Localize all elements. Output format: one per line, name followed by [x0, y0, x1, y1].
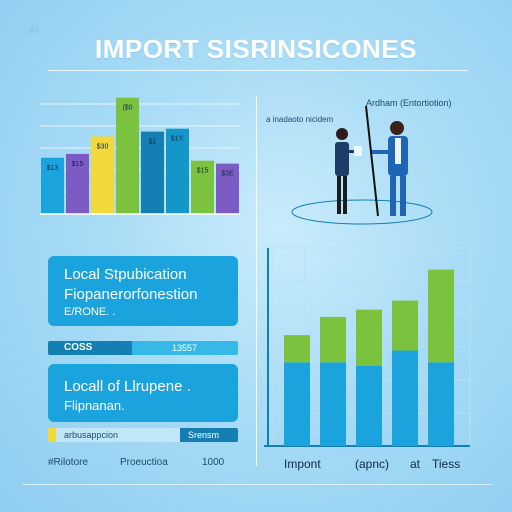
- left-chart-bar-label: $30: [97, 143, 109, 150]
- card1-line3: E/RONE. .: [64, 306, 116, 318]
- right-chart-bar-segment: [356, 366, 382, 446]
- right-chart-bar-segment: [428, 269, 454, 363]
- strip2-label: arbusappcion: [64, 430, 119, 440]
- title-rule: [48, 70, 468, 71]
- card1-line1: Local Stpubication: [64, 266, 187, 283]
- left-chart-bar-label: $3E: [221, 171, 234, 178]
- strip1-label: COSS: [64, 342, 93, 353]
- strip1-value: 13557: [172, 343, 198, 353]
- bottom-divider: [22, 484, 492, 485]
- left-chart-bar: [191, 160, 214, 214]
- left-chart-bar: [66, 153, 89, 214]
- strip1-light: [132, 341, 238, 355]
- left-chart-bar-label: $15: [197, 168, 209, 175]
- person-man: [365, 105, 408, 217]
- right-stacked-bar-chart: [264, 246, 471, 447]
- right-chart-xlabel-4: Tiess: [432, 457, 461, 471]
- card2-line1: Locall of Llrupene .: [64, 378, 191, 395]
- info-card-2: Locall of Llrupene . Flipnanan.: [48, 364, 238, 422]
- left-chart-bar-label: $13: [47, 165, 59, 172]
- right-chart-bar-segment: [320, 316, 346, 363]
- right-chart-bar-segment: [284, 362, 310, 446]
- strip2-light: [56, 428, 180, 442]
- left-chart-bar: [166, 128, 189, 214]
- left-chart-bar-label: $15: [72, 161, 84, 168]
- left-chart-bar: [141, 131, 164, 214]
- left-chart-bar-label: $1Y.: [171, 136, 185, 143]
- floor-ellipse: [291, 199, 433, 225]
- center-divider: [256, 96, 257, 466]
- strip2-yellow: [48, 428, 56, 442]
- right-chart-bar-segment: [392, 350, 418, 446]
- right-chart-xlabel-3: at: [410, 457, 421, 471]
- page-title: IMPORT SISRINSICONES: [94, 34, 418, 64]
- right-chart-xlabel-2: (apnc): [355, 457, 390, 471]
- right-chart-bar-segment: [284, 335, 310, 363]
- left-chart-bar: [41, 157, 64, 214]
- stat-strip-1: COSS 13557: [48, 341, 238, 355]
- ai-badge: AI: [22, 22, 46, 40]
- stat-strip-2: arbusappcion Srensm: [48, 428, 238, 442]
- strip1-dark: [48, 341, 132, 355]
- bottom-left-label-1: #Rilotore: [48, 457, 89, 468]
- people-caption-top: Ardham (Entortiotion): [366, 98, 452, 108]
- strip2-dark: [180, 428, 238, 442]
- people-illustration: Ardham (Entortiotion) a inadaoto nicidem: [266, 98, 452, 225]
- right-chart-xlabel-1: Impont: [284, 457, 321, 471]
- card1-line2: Fiopanerorfonestion: [64, 286, 198, 303]
- strip2-value: Srensm: [188, 430, 220, 440]
- left-chart-bar-label: $1: [149, 139, 157, 146]
- right-chart-bar-segment: [320, 362, 346, 446]
- left-chart-bar: [116, 97, 139, 214]
- left-chart-bar: [91, 136, 114, 214]
- right-chart-bar-segment: [428, 362, 454, 446]
- bottom-left-label-2: Proeuctioa: [120, 457, 168, 468]
- left-chart-bar: [216, 163, 239, 214]
- right-chart-bar-segment: [392, 300, 418, 351]
- right-chart-bar-segment: [356, 309, 382, 366]
- people-caption-left: a inadaoto nicidem: [266, 115, 333, 124]
- info-card-1: Local Stpubication Fiopanerorfonestion E…: [48, 256, 238, 326]
- card2-line2: Flipnanan.: [64, 398, 125, 413]
- person-woman: [335, 128, 362, 214]
- bottom-left-label-3: 1000: [202, 457, 225, 468]
- left-chart-bar-label: ($0: [122, 105, 132, 112]
- left-bar-chart: $13 $15 $30 ($0 $1 $1Y. $15 $3E: [40, 97, 240, 215]
